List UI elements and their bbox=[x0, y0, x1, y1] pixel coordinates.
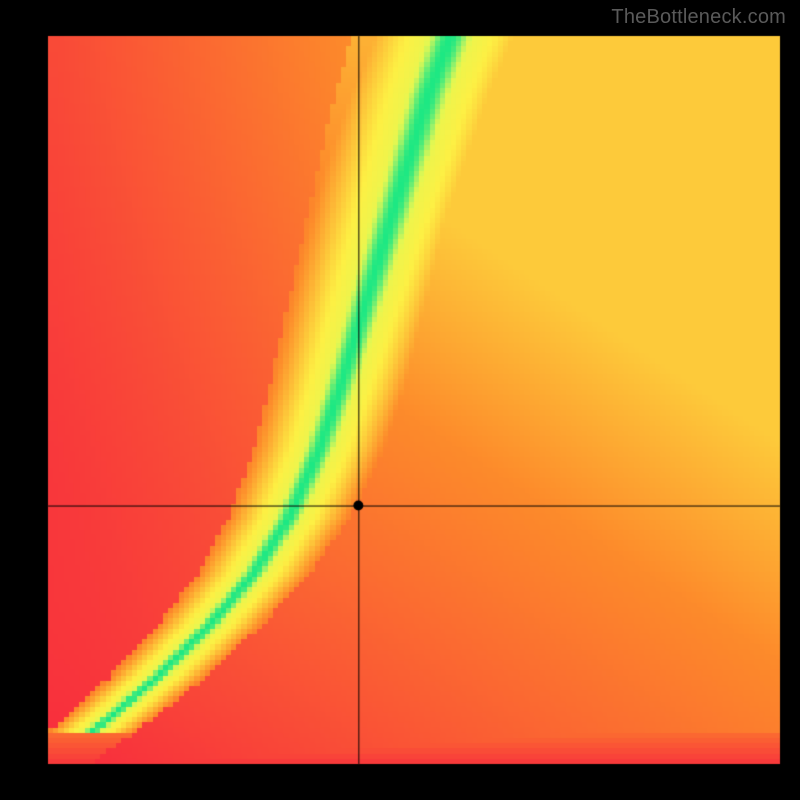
attribution-label: TheBottleneck.com bbox=[611, 6, 786, 29]
crosshair-overlay bbox=[0, 0, 800, 800]
chart-container: TheBottleneck.com bbox=[0, 0, 800, 800]
